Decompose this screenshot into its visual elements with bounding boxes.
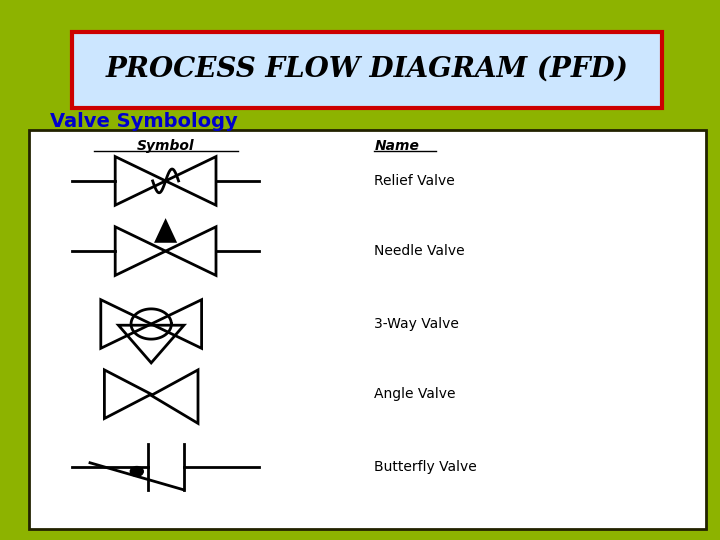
FancyBboxPatch shape	[72, 32, 662, 108]
Text: Needle Valve: Needle Valve	[374, 244, 465, 258]
Polygon shape	[156, 221, 175, 241]
Text: Relief Valve: Relief Valve	[374, 174, 455, 188]
Text: Angle Valve: Angle Valve	[374, 387, 456, 401]
Text: Valve Symbology: Valve Symbology	[50, 112, 238, 131]
Text: Symbol: Symbol	[137, 139, 194, 153]
Circle shape	[130, 467, 143, 476]
Text: Name: Name	[374, 139, 419, 153]
Text: 3-Way Valve: 3-Way Valve	[374, 317, 459, 331]
Text: PROCESS FLOW DIAGRAM (PFD): PROCESS FLOW DIAGRAM (PFD)	[106, 56, 629, 83]
FancyBboxPatch shape	[29, 130, 706, 529]
Text: Butterfly Valve: Butterfly Valve	[374, 460, 477, 474]
